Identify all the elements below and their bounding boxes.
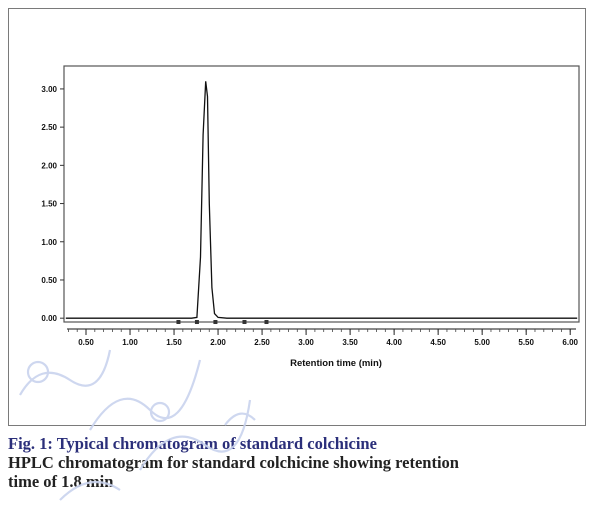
y-tick-label: 1.50 [41, 200, 57, 209]
caption-line-3: time of 1.8 min [8, 472, 114, 491]
y-tick-label: 2.00 [41, 161, 57, 170]
caption-line-2: HPLC chromatogram for standard colchicin… [8, 453, 459, 472]
x-tick-label: 4.00 [386, 338, 402, 347]
figure-caption: Fig. 1: Typical chromatogram of standard… [8, 434, 596, 491]
x-tick-label: 4.50 [430, 338, 446, 347]
x-tick-label: 0.50 [78, 338, 94, 347]
y-tick-label: 1.00 [41, 238, 57, 247]
y-tick-label: 3.00 [41, 85, 57, 94]
figure-frame: 0.00 0.50 1.00 1.50 2.00 2.50 3.00 0.50 1.00 1.50… [8, 8, 586, 426]
x-tick-label: 3.50 [342, 338, 358, 347]
baseline-marker-3 [242, 320, 247, 324]
baseline-marker-2 [213, 320, 218, 324]
y-tick-label: 0.50 [41, 276, 57, 285]
caption-title: Fig. 1: Typical chromatogram of standard… [8, 434, 377, 453]
y-tick-label: 0.00 [41, 314, 57, 323]
plot-area-frame [63, 65, 580, 323]
x-tick-label: 5.50 [518, 338, 534, 347]
x-tick-label: 1.50 [166, 338, 182, 347]
x-tick-label: 6.00 [562, 338, 578, 347]
x-tick-label: 1.00 [122, 338, 138, 347]
chromatogram-chart: 0.00 0.50 1.00 1.50 2.00 2.50 3.00 0.50 1.00 1.50… [41, 65, 580, 369]
x-axis-label: Retention time (min) [290, 358, 382, 369]
x-tick-label: 2.50 [254, 338, 270, 347]
y-tick-label: 2.50 [41, 123, 57, 132]
baseline-marker-4 [264, 320, 269, 324]
x-tick-label: 3.00 [298, 338, 314, 347]
baseline-marker-0 [176, 320, 181, 324]
x-tick-label: 5.00 [474, 338, 490, 347]
baseline-marker-1 [194, 320, 199, 324]
chromatogram-trace [65, 81, 578, 319]
x-tick-label: 2.00 [210, 338, 226, 347]
